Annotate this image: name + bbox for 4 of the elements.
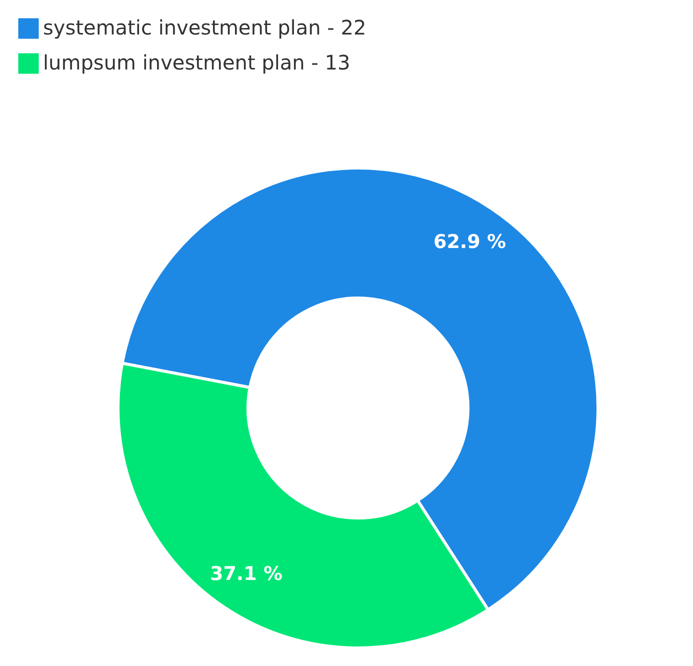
legend-label: lumpsum investment plan - 13 [43,50,350,74]
data-label: 62.9 % [433,231,506,254]
data-label: 37.1 % [210,562,283,585]
legend-label: systematic investment plan - 22 [43,16,366,40]
